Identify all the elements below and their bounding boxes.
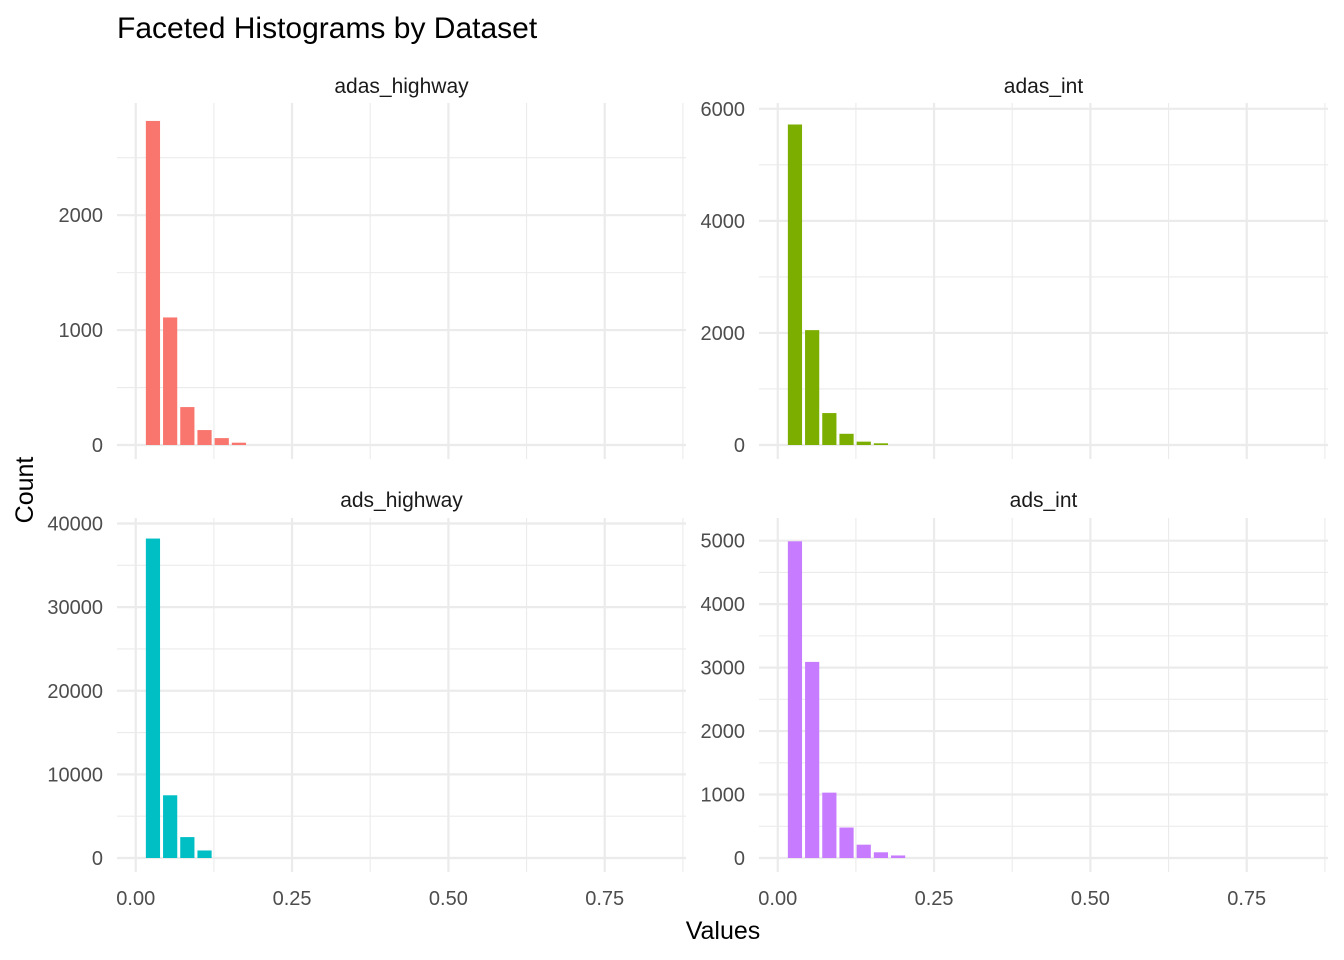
y-tick-label: 4000 — [701, 594, 746, 616]
histogram-bar — [197, 430, 212, 445]
histogram-bar — [891, 855, 906, 858]
histogram-bar — [856, 441, 871, 445]
histogram-bar — [787, 124, 803, 445]
histogram-bar — [145, 538, 161, 858]
histogram-bar — [822, 413, 837, 445]
x-tick-label: 0.00 — [116, 888, 155, 910]
x-tick-label: 0.25 — [273, 888, 312, 910]
y-tick-label: 1000 — [59, 320, 104, 342]
y-tick-label: 10000 — [47, 764, 103, 786]
x-tick-label: 0.50 — [1071, 888, 1110, 910]
histogram-bar — [873, 443, 889, 445]
y-tick-label: 0 — [734, 435, 745, 457]
y-tick-label: 6000 — [701, 99, 746, 121]
histogram-bar — [839, 827, 854, 858]
histogram-bar — [163, 795, 178, 858]
x-tick-label: 0.50 — [429, 888, 468, 910]
histogram-bar — [231, 442, 247, 445]
histogram-bar — [839, 433, 854, 445]
facet-strip-label: adas_highway — [334, 75, 469, 98]
facet-panel-adas-int: adas_int 0 2000 4000 6000 — [701, 75, 1328, 459]
x-tick-label: 0.75 — [585, 888, 624, 910]
histogram-bar — [145, 120, 161, 446]
y-tick-label: 4000 — [701, 211, 746, 233]
facet-panel-adas-highway: adas_highway 0 1000 2000 — [59, 75, 686, 459]
y-tick-label: 2000 — [701, 323, 746, 345]
y-tick-label: 40000 — [47, 514, 103, 536]
facet-panels: adas_highway 0 1000 2000 adas_int 0 2000 4000 60… — [47, 75, 1328, 910]
x-tick-label: 0.75 — [1227, 888, 1266, 910]
histogram-bar — [180, 407, 195, 445]
y-tick-label: 2000 — [701, 721, 746, 743]
histogram-bar — [805, 661, 820, 858]
y-tick-label: 20000 — [47, 681, 103, 703]
facet-strip-label: ads_highway — [340, 489, 463, 512]
y-tick-label: 3000 — [701, 658, 746, 680]
y-axis-title: Count — [11, 457, 39, 524]
y-tick-label: 30000 — [47, 597, 103, 619]
y-tick-label: 2000 — [59, 205, 104, 227]
facet-strip-label: adas_int — [1004, 75, 1084, 98]
histogram-bar — [873, 852, 889, 858]
histogram-bar — [805, 330, 820, 445]
facet-panel-ads-int: ads_int 0 1000 2000 3000 4000 5000 0.00 0.25 0.50… — [701, 489, 1328, 910]
histogram-bar — [180, 837, 195, 858]
x-axis-title: Values — [686, 917, 761, 945]
facet-panel-ads-highway: ads_highway 0 10000 20000 30000 40000 0.00 0.25… — [47, 489, 686, 910]
x-tick-label: 0.00 — [758, 888, 797, 910]
histogram-bar — [822, 792, 837, 858]
y-tick-label: 0 — [92, 848, 103, 870]
histogram-bar — [214, 438, 229, 445]
histogram-bar — [856, 844, 871, 858]
y-tick-label: 1000 — [701, 785, 746, 807]
y-tick-label: 0 — [92, 435, 103, 457]
histogram-bar — [163, 317, 178, 445]
facet-strip-label: ads_int — [1010, 489, 1078, 512]
x-tick-label: 0.25 — [915, 888, 954, 910]
y-tick-label: 0 — [734, 848, 745, 870]
histogram-bar — [197, 850, 212, 858]
y-tick-label: 5000 — [701, 531, 746, 553]
histogram-bar — [787, 541, 803, 858]
chart-title: Faceted Histograms by Dataset — [117, 12, 538, 45]
